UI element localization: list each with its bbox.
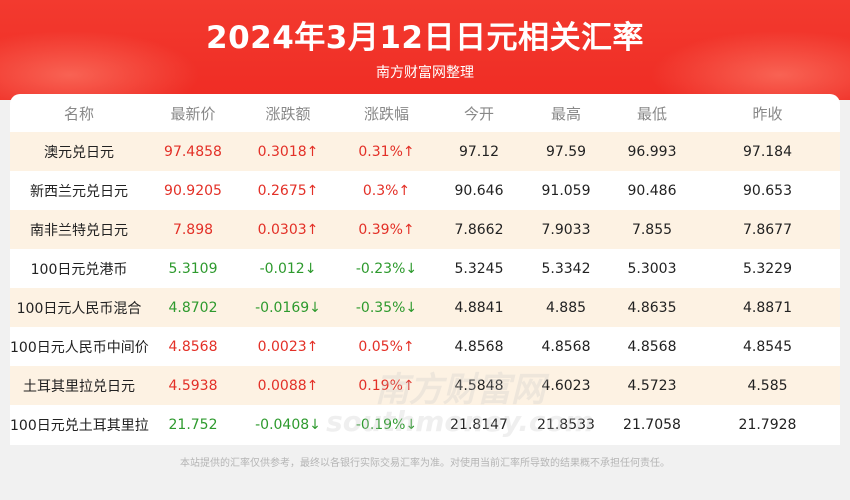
cell-open: 5.3245 xyxy=(454,260,504,277)
cell-change-pct: -0.35%↓ xyxy=(355,299,418,316)
cell-open: 90.646 xyxy=(454,182,504,199)
column-header-change: 涨跌额 xyxy=(265,104,311,123)
cell-latest: 4.5938 xyxy=(168,377,218,394)
table-row: 100日元兑港币 5.3109 -0.012↓ -0.23%↓ 5.3245 5.3342… xyxy=(10,249,840,288)
cell-latest: 4.8702 xyxy=(168,299,218,316)
cell-open: 4.8841 xyxy=(454,299,504,316)
footer-disclaimer: 本站提供的汇率仅供参考，最终以各银行实际交易汇率为准。对使用当前汇率所导致的结果… xyxy=(180,458,670,469)
header-glow-right xyxy=(650,30,850,100)
cell-high: 7.9033 xyxy=(541,221,591,238)
cell-prev-close: 4.585 xyxy=(747,377,788,394)
cell-change-pct: 0.3%↑ xyxy=(362,182,411,199)
cell-prev-close: 90.653 xyxy=(743,182,792,199)
cell-change-pct: -0.23%↓ xyxy=(355,260,418,277)
cell-latest: 7.898 xyxy=(172,221,214,238)
cell-latest: 90.9205 xyxy=(164,182,222,199)
cell-high: 5.3342 xyxy=(541,260,591,277)
cell-low: 4.5723 xyxy=(627,377,677,394)
column-header-prev-close: 昨收 xyxy=(752,104,783,123)
cell-change: 0.2675↑ xyxy=(257,182,319,199)
cell-low: 4.8568 xyxy=(627,338,677,355)
cell-change: -0.012↓ xyxy=(259,260,317,277)
cell-change: 0.3018↑ xyxy=(257,143,319,160)
table-row: 100日元人民币中间价 4.8568 0.0023↑ 0.05%↑ 4.8568 4.85… xyxy=(10,327,840,366)
cell-low: 4.8635 xyxy=(627,299,677,316)
cell-open: 21.8147 xyxy=(450,416,508,433)
cell-high: 4.885 xyxy=(545,299,587,316)
cell-open: 97.12 xyxy=(458,143,500,160)
cell-latest: 97.4858 xyxy=(164,143,222,160)
table-row: 土耳其里拉兑日元 4.5938 0.0088↑ 0.19%↑ 4.5848 4.6023 4… xyxy=(10,366,840,405)
cell-high: 4.6023 xyxy=(541,377,591,394)
cell-latest: 4.8568 xyxy=(168,338,218,355)
cell-name: 100日元兑港币 xyxy=(30,261,128,278)
cell-change-pct: 0.05%↑ xyxy=(358,338,415,355)
cell-high: 97.59 xyxy=(545,143,587,160)
table-row: 南非兰特兑日元 7.898 0.0303↑ 0.39%↑ 7.8662 7.9033 7.8… xyxy=(10,210,840,249)
cell-prev-close: 5.3229 xyxy=(743,260,792,277)
cell-name: 新西兰元兑日元 xyxy=(30,183,128,200)
cell-change: 0.0303↑ xyxy=(257,221,319,238)
column-header-change-pct: 涨跌幅 xyxy=(363,104,409,123)
column-header-latest: 最新价 xyxy=(170,104,216,123)
page-title: 2024年3月12日日元相关汇率 xyxy=(206,20,644,56)
column-header-high: 最高 xyxy=(550,104,581,123)
cell-high: 21.8533 xyxy=(537,416,595,433)
table-body: 澳元兑日元 97.4858 0.3018↑ 0.31%↑ 97.12 97.59 96.99… xyxy=(10,132,840,444)
column-header-open: 今开 xyxy=(463,104,494,123)
cell-high: 91.059 xyxy=(541,182,591,199)
cell-name: 南非兰特兑日元 xyxy=(30,222,128,239)
cell-name: 100日元兑土耳其里拉 xyxy=(10,417,149,434)
cell-change-pct: 0.19%↑ xyxy=(358,377,415,394)
cell-low: 96.993 xyxy=(627,143,677,160)
cell-change: -0.0408↓ xyxy=(255,416,321,433)
cell-name: 100日元人民币混合 xyxy=(16,300,142,317)
cell-low: 5.3003 xyxy=(627,260,677,277)
cell-name: 澳元兑日元 xyxy=(44,144,114,161)
table-header-row: 名称 最新价 涨跌额 涨跌幅 今开 最高 最低 昨收 xyxy=(10,94,840,132)
cell-change: -0.0169↓ xyxy=(255,299,321,316)
cell-latest: 5.3109 xyxy=(168,260,218,277)
table-row: 新西兰元兑日元 90.9205 0.2675↑ 0.3%↑ 90.646 91.059 90… xyxy=(10,171,840,210)
cell-low: 90.486 xyxy=(627,182,677,199)
cell-open: 4.8568 xyxy=(454,338,504,355)
header-glow-left xyxy=(0,30,200,100)
cell-change-pct: -0.19%↓ xyxy=(355,416,418,433)
cell-prev-close: 97.184 xyxy=(743,143,792,160)
rate-table: 名称 最新价 涨跌额 涨跌幅 今开 最高 最低 昨收 澳元兑日元 97.4858 0… xyxy=(10,94,840,444)
rate-table-panel: 名称 最新价 涨跌额 涨跌幅 今开 最高 最低 昨收 澳元兑日元 97.4858 0… xyxy=(10,94,840,445)
table-row: 澳元兑日元 97.4858 0.3018↑ 0.31%↑ 97.12 97.59 96.99… xyxy=(10,132,840,171)
cell-name: 土耳其里拉兑日元 xyxy=(23,378,135,395)
cell-name: 100日元人民币中间价 xyxy=(10,339,149,356)
page-subtitle: 南方财富网整理 xyxy=(376,65,474,81)
cell-prev-close: 21.7928 xyxy=(738,416,797,433)
cell-change: 0.0023↑ xyxy=(257,338,319,355)
header-banner: 2024年3月12日日元相关汇率 南方财富网整理 xyxy=(0,0,850,100)
cell-open: 4.5848 xyxy=(454,377,504,394)
cell-prev-close: 4.8871 xyxy=(743,299,792,316)
cell-open: 7.8662 xyxy=(454,221,504,238)
cell-prev-close: 7.8677 xyxy=(743,221,792,238)
cell-change-pct: 0.31%↑ xyxy=(358,143,415,160)
cell-low: 21.7058 xyxy=(623,416,681,433)
cell-change-pct: 0.39%↑ xyxy=(358,221,415,238)
column-header-name: 名称 xyxy=(63,104,94,123)
cell-latest: 21.752 xyxy=(168,416,218,433)
table-row: 100日元人民币混合 4.8702 -0.0169↓ -0.35%↓ 4.8841 4.8… xyxy=(10,288,840,327)
table-row: 100日元兑土耳其里拉 21.752 -0.0408↓ -0.19%↓ 21.8147 2… xyxy=(10,405,840,444)
column-header-low: 最低 xyxy=(636,104,667,123)
cell-change: 0.0088↑ xyxy=(257,377,319,394)
cell-prev-close: 4.8545 xyxy=(743,338,792,355)
cell-low: 7.855 xyxy=(631,221,673,238)
cell-high: 4.8568 xyxy=(541,338,591,355)
